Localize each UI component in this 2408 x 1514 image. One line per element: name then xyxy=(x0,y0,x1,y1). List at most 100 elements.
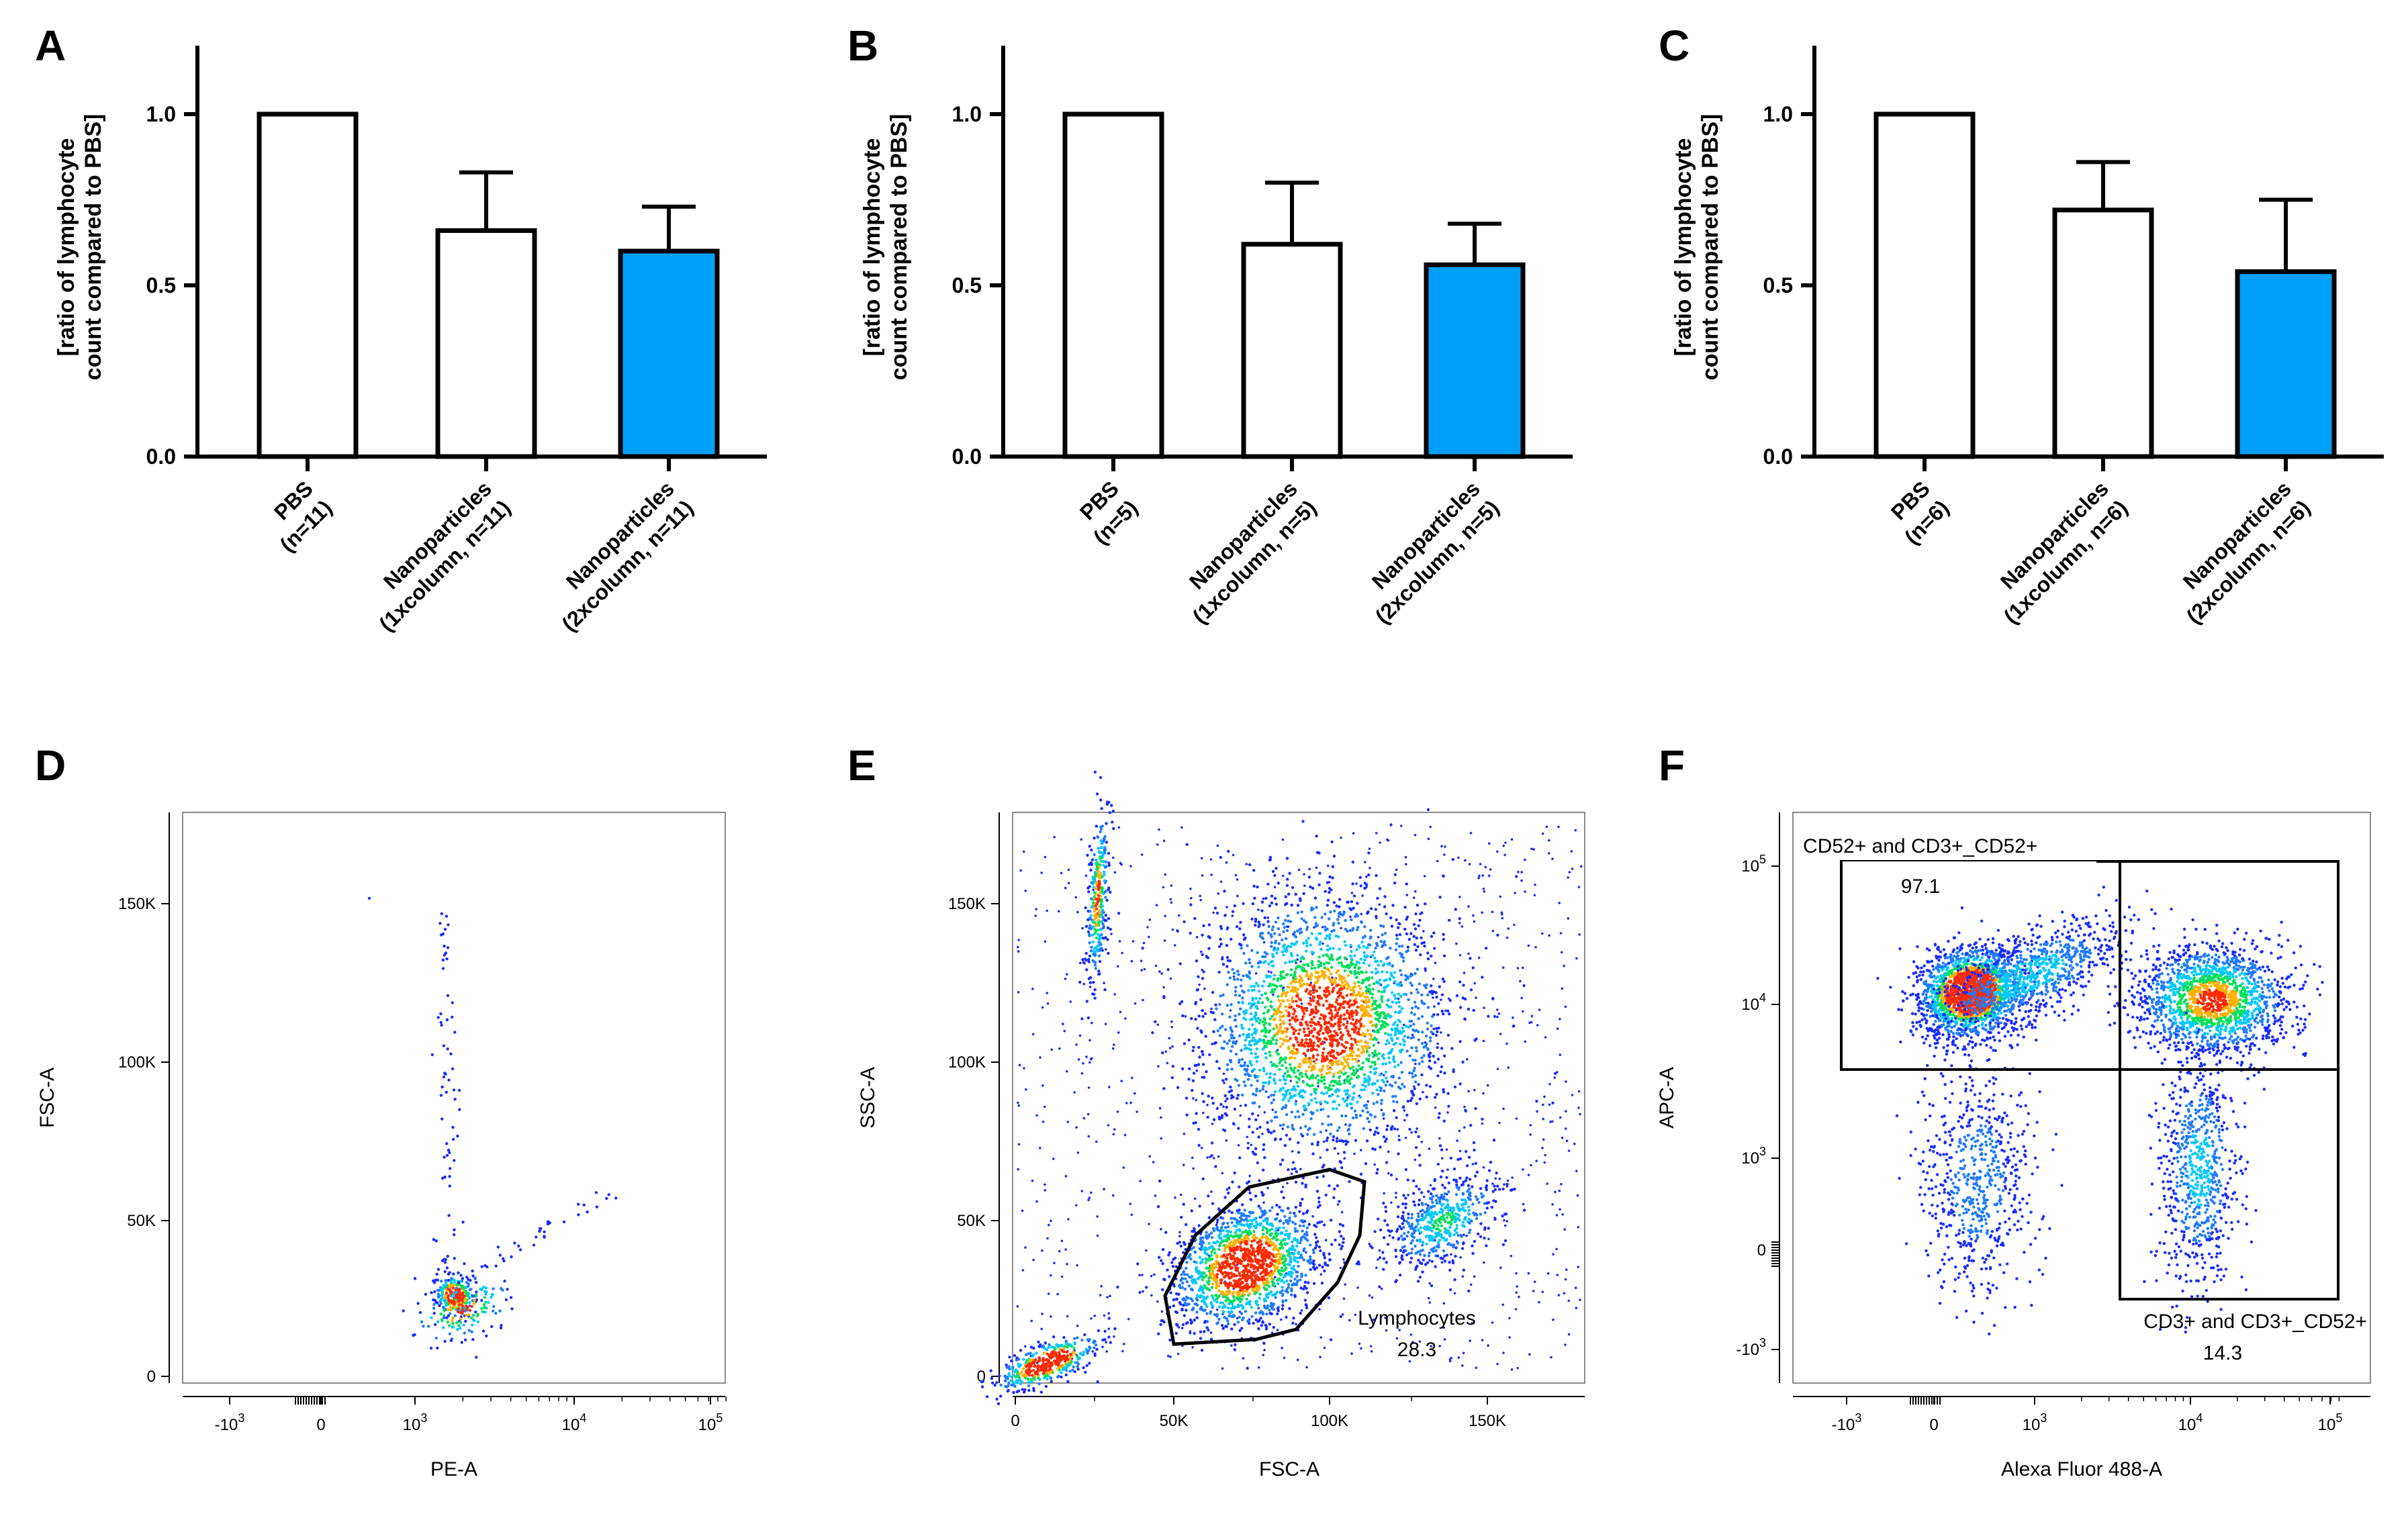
event-dot xyxy=(1343,1157,1346,1160)
event-dot xyxy=(1487,1344,1489,1347)
event-dot xyxy=(1504,841,1507,844)
event-dot xyxy=(1353,1152,1356,1155)
event-dot xyxy=(1169,1356,1172,1358)
x-tick-label: -103 xyxy=(1832,1411,1862,1434)
event-dot xyxy=(480,1265,483,1268)
event-dot xyxy=(1044,1183,1046,1186)
event-dot xyxy=(1295,1100,1297,1102)
event-dot xyxy=(1510,838,1514,841)
event-dot xyxy=(1160,1116,1162,1119)
event-dot xyxy=(1349,915,1352,918)
event-dot xyxy=(1107,1327,1111,1330)
event-dot xyxy=(1506,936,1509,939)
event-dot xyxy=(1422,1195,1426,1198)
event-dot xyxy=(1058,910,1060,913)
event-dot xyxy=(1140,959,1143,962)
sparse-events xyxy=(402,1245,514,1359)
event-dot xyxy=(1551,1203,1554,1206)
event-dot xyxy=(434,1239,438,1243)
event-dot xyxy=(1182,1164,1185,1166)
event-dot xyxy=(1575,1170,1578,1172)
event-dot xyxy=(1210,1190,1213,1193)
event-dot xyxy=(1140,853,1144,856)
y-tick-label: 105 xyxy=(1741,853,1766,876)
event-dot xyxy=(1529,1124,1532,1127)
event-dot xyxy=(1148,1155,1152,1158)
event-dot xyxy=(1211,1123,1214,1125)
event-dot xyxy=(1050,1048,1054,1051)
y-tick-label: 1.0 xyxy=(952,102,982,126)
event-dot xyxy=(1434,961,1437,964)
event-dot xyxy=(1090,1191,1093,1194)
event-dot xyxy=(1209,858,1213,861)
y-tick-label: 1.0 xyxy=(146,102,176,126)
event-dot xyxy=(1257,908,1260,911)
event-dot xyxy=(1209,1331,1213,1334)
x-tick-label-base: 10 xyxy=(698,1416,716,1434)
event-dot xyxy=(1396,1128,1399,1131)
event-dot xyxy=(1192,1167,1195,1170)
event-dot xyxy=(1221,1172,1224,1175)
event-dot xyxy=(1076,1325,1079,1327)
event-dot xyxy=(1156,1300,1159,1303)
event-dot xyxy=(1110,933,1113,935)
event-dot xyxy=(445,1018,449,1022)
cd3-only-cluster xyxy=(2143,1004,2258,1334)
event-dot xyxy=(1300,1309,1303,1312)
event-dot xyxy=(1237,1144,1240,1147)
event-dot xyxy=(1150,1274,1153,1278)
gate-name-cd52: CD52+ and CD3+_CD52+ xyxy=(1803,835,2037,857)
event-dot xyxy=(1383,1192,1385,1195)
event-dot xyxy=(1477,876,1480,880)
event-dot xyxy=(1445,1148,1448,1151)
event-dot xyxy=(1250,1143,1253,1147)
event-dot xyxy=(1496,850,1499,853)
event-dot xyxy=(1438,1137,1441,1140)
event-dot xyxy=(1074,896,1077,899)
event-dot xyxy=(1155,904,1158,906)
y-axis-label-line1: [ratio of lymphocyte xyxy=(1671,138,1696,357)
event-dot xyxy=(453,1031,457,1034)
event-dot xyxy=(1559,932,1563,935)
event-dot xyxy=(1403,1119,1406,1122)
x-tick-label: 105 xyxy=(698,1411,723,1434)
event-dot xyxy=(1194,1197,1197,1200)
event-dot xyxy=(1528,1353,1531,1356)
event-dot xyxy=(1017,950,1020,953)
event-dot xyxy=(442,1044,446,1047)
event-dot xyxy=(1502,1107,1505,1110)
event-dot xyxy=(1428,1282,1431,1285)
event-dot xyxy=(1183,1133,1186,1135)
x-tick-label-2: Nanoparticles(2xcolumn, n=6) xyxy=(2178,476,2315,628)
event-dot xyxy=(483,1264,487,1268)
event-dot xyxy=(453,1098,457,1101)
event-dot xyxy=(1091,1350,1094,1353)
event-dot xyxy=(1044,1189,1047,1192)
event-dot xyxy=(1023,1067,1025,1070)
event-dot xyxy=(1111,1047,1115,1050)
event-dot xyxy=(1501,966,1505,969)
event-dot xyxy=(1384,1317,1387,1319)
event-dot xyxy=(1064,978,1067,980)
event-dot xyxy=(1166,1061,1169,1065)
event-dot xyxy=(1136,1110,1138,1113)
event-dot xyxy=(1025,1088,1027,1091)
event-dot xyxy=(1205,955,1208,957)
event-dot xyxy=(1140,969,1144,972)
event-dot xyxy=(1201,1111,1205,1115)
event-dot xyxy=(1484,865,1487,869)
event-dot xyxy=(494,1264,498,1268)
event-dot xyxy=(1458,1149,1462,1153)
event-dot xyxy=(1319,1336,1322,1339)
event-dot xyxy=(1124,1017,1127,1020)
event-dot xyxy=(1066,1315,1069,1318)
event-dot xyxy=(1520,879,1523,882)
event-dot xyxy=(1018,1063,1021,1067)
event-dot xyxy=(1230,1344,1233,1347)
event-dot xyxy=(1190,897,1193,900)
bar-0 xyxy=(1062,111,1164,459)
event-dot xyxy=(446,946,450,949)
event-dot xyxy=(1559,1116,1562,1119)
event-dot xyxy=(1360,912,1363,916)
event-dot xyxy=(1575,1307,1578,1309)
